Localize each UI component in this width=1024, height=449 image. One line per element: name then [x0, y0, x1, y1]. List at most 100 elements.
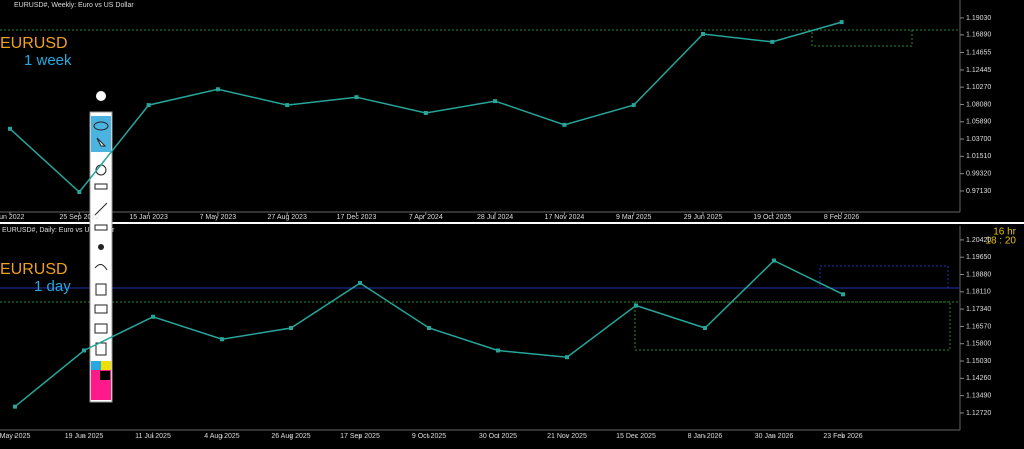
y-tick-label: 1.17340	[966, 306, 991, 313]
price-point	[8, 126, 12, 131]
y-tick-label: 1.14655	[966, 49, 991, 56]
zone	[634, 301, 951, 351]
y-tick-label: 1.14260	[966, 375, 991, 382]
zone	[819, 265, 949, 289]
dot-icon[interactable]	[98, 244, 104, 250]
color-swatch[interactable]	[101, 361, 111, 370]
y-tick-label: 1.08080	[966, 101, 991, 108]
y-tick-label: 1.19030	[966, 15, 991, 22]
price-point	[841, 292, 845, 297]
price-point	[839, 20, 844, 25]
y-tick-label: 1.16890	[966, 32, 991, 39]
marker-icon[interactable]	[94, 224, 108, 231]
y-tick-label: 0.97130	[966, 188, 991, 195]
symbol: EURUSD	[0, 261, 68, 278]
y-tick-label: 1.10270	[966, 84, 991, 91]
drawing-toolbar	[89, 91, 113, 403]
y-tick-label: 1.18110	[966, 289, 991, 296]
y-tick-label: 1.15030	[966, 358, 991, 365]
y-tick-label: 1.01510	[966, 153, 991, 160]
x-tick-label: 15 Jan 2023	[129, 214, 168, 221]
x-tick-label: 9 Oct 2025	[412, 433, 446, 440]
y-tick-label: 1.19650	[966, 254, 991, 261]
undo-icon[interactable]	[94, 264, 108, 271]
y-tick-label: 1.20420	[966, 237, 991, 244]
price-point	[146, 103, 151, 108]
toolbar-selected	[91, 116, 111, 152]
price-point	[82, 348, 86, 353]
pen-icon[interactable]	[96, 91, 106, 101]
y-tick-label: 1.05890	[966, 119, 991, 126]
price-point	[289, 325, 293, 330]
x-tick-label: 7 May 2023	[200, 214, 237, 221]
price-point	[13, 404, 17, 409]
price-point	[701, 31, 705, 36]
x-tick-label: 21 Nov 2025	[547, 433, 587, 440]
y-tick-label: 1.16570	[966, 323, 991, 330]
eraser-icon[interactable]	[94, 183, 108, 190]
price-point	[285, 103, 290, 108]
x-tick-label: 28 Jul 2024	[477, 214, 513, 221]
price-point	[215, 87, 220, 92]
x-tick-label: 4 Aug 2025	[204, 433, 240, 440]
price-point	[77, 189, 82, 194]
price-point	[358, 281, 362, 286]
x-tick-label: 27 Aug 2023	[268, 214, 307, 221]
timer-minutes: 18 : 20	[985, 236, 1016, 247]
x-tick-label: 25 Sep 2022	[59, 214, 99, 221]
price-point	[493, 99, 498, 104]
trash-icon[interactable]	[95, 283, 107, 296]
chart-title: EURUSD#, Daily: Euro vs US Dollar	[2, 227, 115, 234]
x-tick-label: 15 Dec 2025	[616, 433, 656, 440]
y-tick-label: 1.18880	[966, 271, 991, 278]
y-tick-label: 1.13490	[966, 392, 991, 399]
line-icon[interactable]	[94, 202, 108, 216]
color-swatch[interactable]	[100, 371, 110, 380]
symbol: EURUSD	[0, 35, 68, 52]
x-tick-label: 17 Sep 2025	[340, 433, 380, 440]
x-tick-label: 8 Feb 2026	[824, 214, 860, 221]
price-point	[423, 110, 428, 115]
y-tick-label: 1.12445	[966, 67, 991, 74]
price-point	[151, 314, 155, 319]
chart-title: EURUSD#, Weekly: Euro vs US Dollar	[14, 2, 134, 9]
x-tick-label: May 2025	[0, 433, 30, 440]
eye-icon[interactable]	[93, 121, 109, 131]
price-point	[562, 122, 567, 127]
cursor-icon[interactable]	[96, 137, 107, 147]
timer-hours: 16 hr	[993, 227, 1016, 238]
x-tick-label: 8 Jan 2026	[688, 433, 723, 440]
y-tick-label: 1.03700	[966, 136, 991, 143]
price-point	[220, 337, 224, 342]
price-point	[496, 348, 500, 353]
x-tick-label: 23 Feb 2026	[823, 433, 862, 440]
x-tick-label: 29 Jun 2025	[684, 214, 723, 221]
screenshot-icon[interactable]	[94, 304, 108, 314]
zone	[811, 29, 913, 47]
price-point	[634, 303, 638, 308]
camera-icon[interactable]	[94, 323, 108, 334]
price-point	[772, 258, 776, 263]
x-tick-label: 9 Mar 2025	[616, 214, 652, 221]
price-point	[703, 325, 707, 330]
color-swatch[interactable]	[91, 361, 101, 370]
y-tick-label: 1.15800	[966, 341, 991, 348]
x-tick-label: 17 Nov 2024	[545, 214, 585, 221]
x-tick-label: 17 Dec 2023	[337, 214, 377, 221]
x-tick-label: 26 Aug 2025	[271, 433, 310, 440]
price-point	[354, 95, 359, 100]
price-point	[565, 355, 569, 360]
price-point	[427, 325, 431, 330]
y-tick-label: 0.99320	[966, 171, 991, 178]
price-point	[770, 39, 775, 44]
x-tick-label: 11 Jul 2025	[135, 433, 171, 440]
price-point	[631, 103, 636, 108]
x-tick-label: 19 Oct 2025	[753, 214, 791, 221]
y-tick-label: 1.12720	[966, 410, 991, 417]
x-tick-label: Jun 2022	[0, 214, 25, 221]
period: 1 day	[34, 278, 71, 295]
x-tick-label: 19 Jun 2025	[65, 433, 104, 440]
x-tick-label: 30 Jan 2026	[755, 433, 794, 440]
